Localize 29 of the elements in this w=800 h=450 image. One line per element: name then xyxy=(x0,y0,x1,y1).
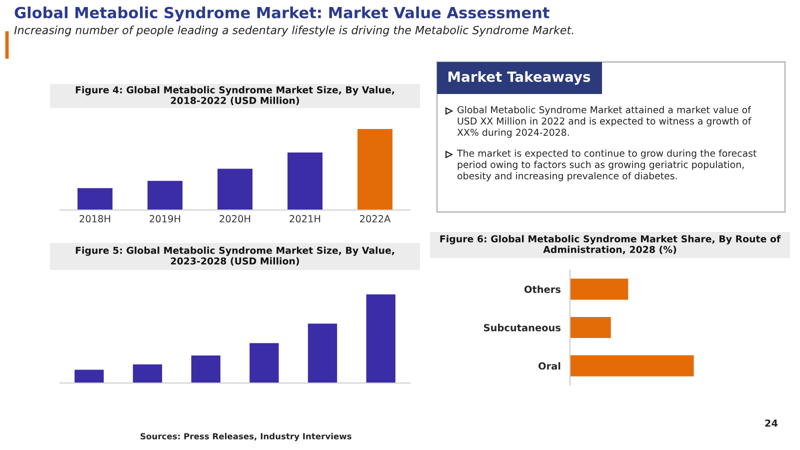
bar xyxy=(250,343,279,383)
text: The market is expected to continue to grow during the forecast period owing to factors such as growing geriatric population, obesity and increasing prevalence of diabetes. xyxy=(456,150,757,182)
text: Market Takeaways xyxy=(448,71,590,85)
y-tick-label: Subcutaneous xyxy=(484,324,561,332)
x-tick-label: 2022A xyxy=(360,215,391,222)
x-tick-label: 2019H xyxy=(150,215,180,222)
source-note: Sources: Press Releases, Industry Interviews xyxy=(140,432,352,442)
bar xyxy=(74,370,104,383)
bar xyxy=(218,168,252,210)
bar xyxy=(366,294,396,383)
y-tick-label: Others xyxy=(524,285,561,293)
bar xyxy=(191,356,220,383)
text: 24 xyxy=(765,419,778,427)
chart-title: Figure 6: Global Metabolic Syndrome Market Share, By Route of Administration, 2028 (%) xyxy=(440,235,781,254)
chart-title: Figure 5: Global Metabolic Syndrome Market Size, By Value, 2023-2028 (USD Million) xyxy=(76,246,394,266)
bar xyxy=(132,364,162,383)
text: Global Metabolic Syndrome Market attained a market value of USD XX Million in 2022 and is expected to witness a growth of XX% during 2024-2028. xyxy=(457,106,752,138)
bar xyxy=(358,129,392,210)
bar xyxy=(78,188,112,210)
x-tick-label: 2020H xyxy=(220,215,250,222)
chart-title: Figure 4: Global Metabolic Syndrome Market Size, By Value, 2018-2022 (USD Million) xyxy=(76,86,394,106)
bar xyxy=(288,152,322,210)
y-tick-label: Oral xyxy=(538,362,560,370)
bar xyxy=(148,180,182,210)
text: Increasing number of people leading a sedentary lifestyle is driving the Metabolic Syndrome Market. xyxy=(14,26,574,36)
bar xyxy=(308,324,338,383)
text: Global Metabolic Syndrome Market: Market Value Assessment xyxy=(14,6,550,22)
x-tick-label: 2018H xyxy=(80,215,110,222)
x-tick-label: 2021H xyxy=(290,215,320,222)
